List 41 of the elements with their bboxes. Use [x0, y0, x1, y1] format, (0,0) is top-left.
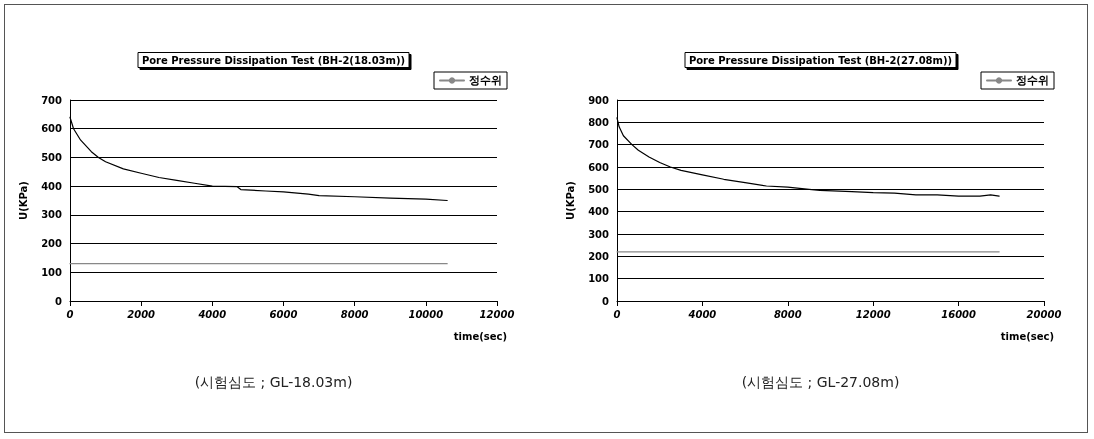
x-tick-label: 6000 [269, 308, 298, 320]
y-tick-label: 400 [41, 180, 63, 192]
x-axis-title: time(sec) [1000, 330, 1055, 342]
y-tick-label: 700 [588, 139, 610, 151]
y-tick-label: 400 [588, 206, 610, 218]
x-tick-label: 4000 [687, 308, 717, 320]
y-tick-label: 600 [588, 161, 610, 173]
y-tick-label: 600 [41, 123, 63, 135]
x-tick-label: 8000 [773, 308, 802, 320]
text: (시험심도 ; GL-27.08m) [741, 374, 900, 390]
x-axis-title: time(sec) [453, 330, 508, 342]
y-tick-label: 200 [41, 238, 63, 250]
y-tick-label: 700 [41, 94, 63, 106]
y-tick-label: 900 [588, 94, 610, 106]
x-tick-label: 4000 [197, 308, 227, 320]
text: (시험심도 ; GL-18.03m) [194, 374, 353, 390]
x-tick-label: 12000 [855, 308, 891, 320]
chart-title: Pore Pressure Dissipation Test (BH-2(18.03m)) [141, 54, 406, 66]
x-tick-label: 8000 [340, 308, 369, 320]
y-tick-label: 800 [588, 116, 610, 128]
y-axis-title: U(KPa) [17, 181, 29, 220]
y-tick-label: 500 [588, 183, 610, 195]
y-tick-label: 500 [41, 151, 63, 163]
x-tick-label: 10000 [408, 308, 444, 320]
chart-title: Pore Pressure Dissipation Test (BH-2(27.08m)) [688, 54, 953, 66]
y-tick-label: 100 [588, 273, 610, 285]
y-tick-label: 200 [588, 250, 610, 262]
legend-label: 정수위 [469, 74, 502, 87]
x-tick-label: 16000 [941, 308, 977, 320]
x-tick-label: 0 [66, 308, 74, 320]
y-axis-title: U(KPa) [564, 181, 576, 220]
y-tick-label: 300 [588, 228, 610, 240]
x-tick-label: 0 [613, 308, 621, 320]
y-tick-label: 100 [41, 266, 63, 278]
legend-label: 정수위 [1016, 74, 1049, 87]
x-tick-label: 20000 [1026, 308, 1062, 320]
y-tick-label: 300 [41, 209, 63, 221]
y-tick-label: 0 [55, 295, 63, 307]
x-tick-label: 12000 [479, 308, 515, 320]
y-tick-label: 0 [602, 295, 610, 307]
x-tick-label: 2000 [127, 308, 156, 320]
